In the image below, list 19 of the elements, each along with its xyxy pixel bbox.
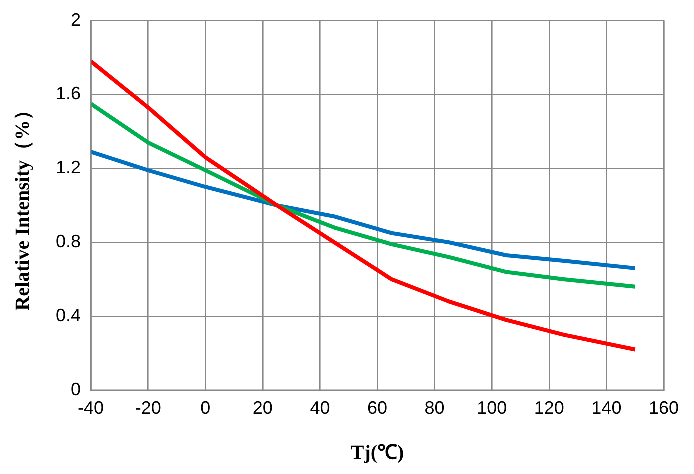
x-tick-label: 0 bbox=[200, 398, 211, 418]
y-axis-title: Relative Intensity（%） bbox=[12, 100, 34, 311]
y-tick-label: 1.2 bbox=[56, 158, 82, 178]
x-tick-label: -40 bbox=[78, 398, 104, 418]
y-tick-label: 1.6 bbox=[56, 84, 82, 104]
y-tick-label: 0 bbox=[71, 379, 82, 400]
x-tick-label: 80 bbox=[424, 398, 445, 418]
y-tick-label: 0.4 bbox=[56, 305, 82, 326]
x-axis-title: Tj(℃) bbox=[350, 442, 404, 464]
x-tick-label: 100 bbox=[477, 398, 508, 418]
x-tick-label: 20 bbox=[252, 398, 273, 418]
x-tick-label: 160 bbox=[648, 398, 680, 418]
x-tick-label: -20 bbox=[135, 398, 162, 418]
x-tick-label: 140 bbox=[592, 398, 622, 418]
y-tick-label: 2 bbox=[71, 10, 82, 30]
x-tick-label: 40 bbox=[310, 398, 330, 418]
x-tick-label: 60 bbox=[367, 398, 388, 418]
y-tick-label: 0.8 bbox=[56, 232, 82, 252]
x-tick-label: 120 bbox=[534, 398, 564, 418]
